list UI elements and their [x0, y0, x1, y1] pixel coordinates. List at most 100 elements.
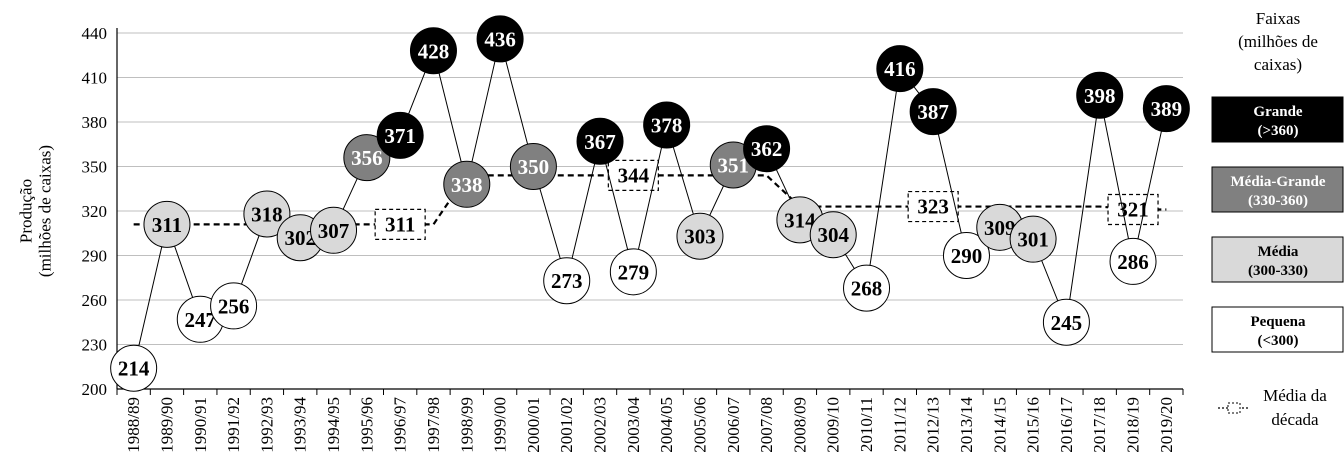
data-point	[643, 101, 691, 149]
x-tick-label: 2001/02	[557, 397, 576, 453]
decade-average-label: 323	[917, 195, 949, 219]
y-tick-label: 440	[82, 24, 108, 43]
x-tick-label: 1989/90	[157, 397, 176, 453]
data-label: 311	[152, 213, 182, 237]
y-tick-label: 380	[82, 113, 108, 132]
data-label: 371	[384, 124, 416, 148]
legend: Faixas (milhões de caixas) Grande (>360) Médi…	[1211, 9, 1344, 429]
x-tick-label: 2016/17	[1057, 397, 1076, 453]
legend-swatch	[1211, 96, 1344, 143]
data-point	[409, 27, 457, 75]
x-tick-label: 1997/98	[424, 397, 443, 453]
decade-average-label: 344	[618, 163, 650, 187]
legend-label: Grande	[1253, 104, 1303, 120]
data-label: 378	[651, 113, 683, 137]
data-point	[743, 125, 791, 173]
x-tick-label: 2007/08	[757, 397, 776, 453]
data-label: 350	[518, 155, 550, 179]
legend-swatch	[1211, 236, 1344, 283]
legend-average-box	[1227, 402, 1241, 414]
legend-swatch	[1211, 306, 1344, 353]
x-tick-label: 2011/12	[890, 397, 909, 452]
x-tick-label: 1991/92	[224, 397, 243, 453]
data-point	[843, 264, 891, 312]
data-point	[1076, 71, 1124, 119]
y-tick-label: 200	[82, 380, 108, 399]
data-label: 273	[551, 269, 583, 293]
data-point	[876, 45, 924, 93]
x-tick-label: 2000/01	[524, 397, 543, 453]
data-label: 256	[218, 294, 250, 318]
x-tick-label: 1998/99	[457, 397, 476, 453]
x-tick-label: 2018/19	[1124, 397, 1143, 453]
data-point	[1142, 85, 1190, 133]
data-label: 338	[451, 173, 483, 197]
data-label: 436	[484, 27, 516, 51]
data-label: 268	[851, 277, 883, 301]
decade-average-box	[907, 190, 959, 223]
data-point	[110, 344, 158, 392]
y-tick-label: 350	[82, 158, 108, 177]
legend-label: Pequena	[1250, 314, 1306, 330]
data-point	[476, 15, 524, 63]
x-tick-label: 1996/97	[391, 397, 410, 453]
data-label: 356	[351, 146, 383, 170]
y-tick-label: 320	[82, 202, 108, 221]
x-tick-label: 2004/05	[657, 397, 676, 453]
x-tick-label: 2005/06	[690, 397, 709, 453]
data-point	[210, 282, 258, 330]
x-tick-label: 2006/07	[724, 397, 743, 453]
data-label: 245	[1051, 311, 1083, 335]
decade-average-label: 311	[385, 212, 415, 236]
x-tick-label: 2015/16	[1024, 397, 1043, 453]
data-point	[942, 232, 990, 279]
legend-range: (>360)	[1257, 123, 1298, 139]
legend-title: (milhões de	[1238, 32, 1318, 51]
data-label: 389	[1151, 97, 1183, 121]
legend-range: (<300)	[1257, 333, 1298, 349]
y-axis-subtitle: (milhões de caixas)	[36, 145, 55, 277]
data-point	[310, 206, 358, 254]
decade-average-box	[374, 208, 426, 240]
y-tick-label: 230	[82, 336, 108, 355]
legend-average-label: Média da	[1263, 386, 1327, 405]
data-point	[543, 257, 591, 305]
data-label: 318	[251, 202, 283, 226]
x-tick-label: 2012/13	[924, 397, 943, 453]
data-label: 387	[917, 100, 949, 124]
x-tick-label: 1988/89	[124, 397, 143, 453]
data-label: 362	[751, 137, 783, 161]
data-point	[609, 248, 657, 296]
axes: 200 230 260 290 320 350 380 410 440 1988/89 1989/9…	[17, 24, 1184, 453]
data-label: 214	[118, 357, 150, 381]
x-tick-label: 2013/14	[957, 397, 976, 453]
data-label: 416	[884, 57, 916, 81]
data-label: 367	[584, 130, 616, 154]
data-point	[1009, 215, 1057, 263]
decade-average-box	[1107, 193, 1159, 226]
data-label: 301	[1017, 228, 1049, 252]
data-point	[343, 134, 391, 182]
data-label: 304	[817, 223, 849, 247]
data-label: 398	[1084, 84, 1116, 108]
production-line	[133, 38, 1167, 369]
data-point	[576, 117, 624, 165]
data-label: 303	[684, 225, 716, 249]
legend-average-label: década	[1271, 410, 1319, 429]
data-point	[909, 88, 957, 136]
x-tick-label: 2010/11	[857, 397, 876, 452]
legend-title: caixas)	[1254, 55, 1302, 74]
data-point	[676, 212, 724, 260]
x-tick-label: 2017/18	[1090, 397, 1109, 453]
x-tick-label: 2009/10	[824, 397, 843, 453]
legend-label: Média-Grande	[1231, 174, 1326, 190]
data-point	[143, 200, 191, 248]
x-tick-label: 2003/04	[624, 397, 643, 453]
legend-swatch	[1211, 166, 1344, 213]
decade-average-box	[607, 159, 659, 191]
x-tick-label: 1999/00	[491, 397, 510, 453]
legend-label: Média	[1258, 244, 1299, 260]
legend-title: Faixas	[1256, 9, 1300, 28]
